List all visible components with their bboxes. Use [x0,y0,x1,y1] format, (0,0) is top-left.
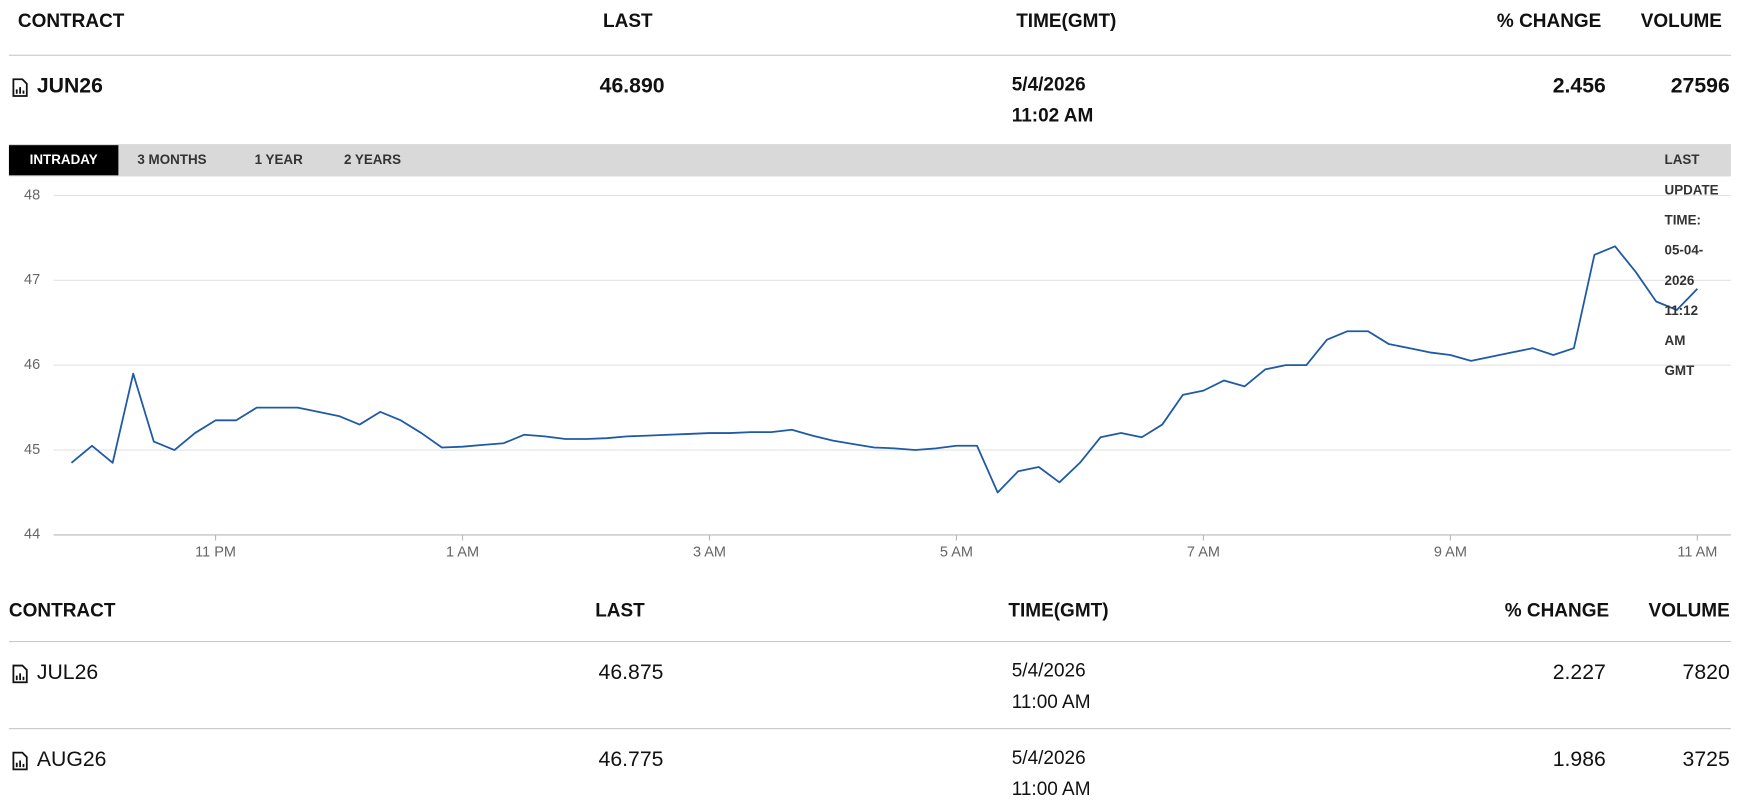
x-tick-label: 11 PM [195,545,236,561]
chart-icon[interactable] [12,751,28,771]
col-header: LAST [603,10,653,32]
last-update: LAST UPDATE TIME: 05-04-2026 11:12 AM GM… [1664,151,1719,379]
change: 2.456 [1552,74,1606,99]
tab-active[interactable]: INTRADAY [8,145,119,176]
chart-icon[interactable] [12,664,28,684]
col-header: % CHANGE [1496,10,1602,32]
divider [8,640,1731,643]
y-tick-label: 48 [24,187,40,203]
y-tick-label: 45 [24,442,40,458]
x-tick-label: 9 AM [1434,545,1467,561]
col-header: TIME(GMT) [1008,599,1109,621]
date: 5/4/2026 [1011,73,1086,95]
x-tick-label: 5 AM [940,545,973,561]
x-tick-label: 1 AM [446,545,479,561]
time: 11:00 AM [1011,691,1091,713]
x-tick-label: 7 AM [1187,545,1220,561]
y-tick-label: 44 [24,527,40,543]
x-tick-label: 3 AM [693,545,726,561]
col-header: LAST [595,599,645,621]
last: 46.875 [598,661,664,685]
tab[interactable]: 3 MONTHS [137,151,207,168]
time: 11:00 AM [1011,778,1091,800]
col-header: % CHANGE [1504,599,1610,621]
last: 46.775 [598,748,664,772]
price-line [70,245,1699,494]
time: 11:02 AM [1011,104,1094,127]
y-tick-label: 47 [24,272,40,288]
col-header: VOLUME [1648,599,1730,621]
col-header: CONTRACT [8,599,116,621]
col-header: VOLUME [1640,10,1722,32]
volume: 3725 [1682,748,1730,772]
last: 46.890 [599,74,665,99]
volume: 27596 [1670,74,1730,99]
contract[interactable]: JUL26 [36,661,99,685]
tab[interactable]: 1 YEAR [254,151,303,168]
volume: 7820 [1682,661,1730,685]
divider [8,728,1731,730]
y-tick-label: 46 [24,357,40,373]
tab[interactable]: 2 YEARS [343,151,402,168]
divider [8,54,1731,56]
date: 5/4/2026 [1011,659,1086,682]
x-tick-label: 11 AM [1677,545,1717,561]
change: 2.227 [1552,661,1606,685]
chart-icon[interactable] [12,78,28,97]
change: 1.986 [1552,748,1606,772]
tab-bar [8,144,1731,177]
contract[interactable]: AUG26 [36,748,107,772]
col-header: CONTRACT [17,10,125,32]
contract[interactable]: JUN26 [36,74,103,99]
col-header: TIME(GMT) [1016,10,1117,32]
date: 5/4/2026 [1011,747,1086,769]
